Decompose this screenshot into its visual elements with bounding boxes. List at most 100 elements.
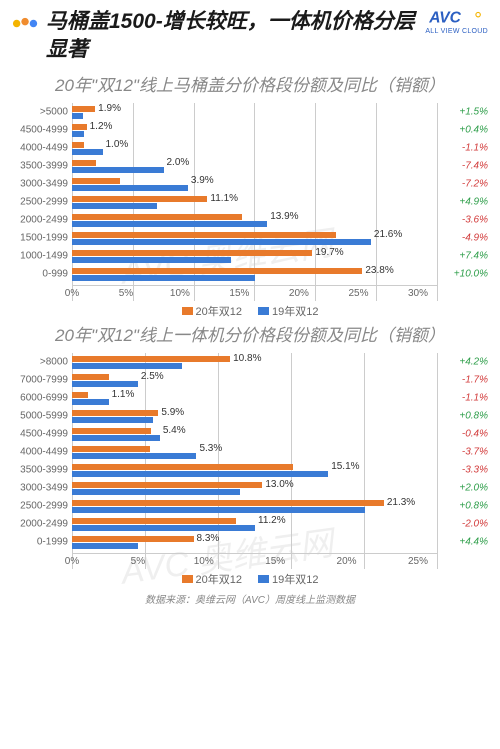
bar-2019 [72, 239, 371, 245]
bar-2020 [72, 142, 84, 148]
bar-2019 [72, 489, 240, 495]
bar-2020 [72, 536, 194, 542]
bar-2019 [72, 381, 138, 387]
bar-2020 [72, 250, 312, 256]
value-label: 19.7% [315, 247, 343, 258]
y-axis-label: 1500-1999 [12, 232, 68, 243]
price-band-row: 2500-299921.3%+0.8% [72, 497, 438, 515]
value-label: 2.0% [167, 157, 190, 168]
bar-2019 [72, 507, 365, 513]
x-tick: 10% [170, 288, 190, 299]
page-title: 马桶盖1500-增长较旺，一体机价格分层显著 [46, 8, 421, 65]
y-axis-label: 4000-4499 [12, 142, 68, 153]
price-band-row: 7000-79992.5%-1.7% [72, 371, 438, 389]
y-axis-label: 5000-5999 [12, 410, 68, 421]
price-band-row: 2500-299911.1%+4.9% [72, 193, 438, 211]
bar-2020 [72, 232, 336, 238]
y-axis-label: 3500-3999 [12, 464, 68, 475]
bar-2020 [72, 482, 262, 488]
bar-2020 [72, 196, 207, 202]
yoy-change: +7.4% [442, 250, 488, 261]
value-label: 1.9% [98, 103, 121, 114]
y-axis-label: 3500-3999 [12, 160, 68, 171]
chart-title: 20年"双12"线上一体机分价格段份额及同比（销额） [12, 325, 488, 347]
y-axis-label: 2000-2499 [12, 518, 68, 529]
bar-2019 [72, 363, 182, 369]
x-tick: 5% [131, 556, 145, 567]
yoy-change: -1.7% [442, 374, 488, 385]
yoy-change: -7.4% [442, 160, 488, 171]
bar-2020 [72, 410, 158, 416]
price-band-row: 4500-49995.4%-0.4% [72, 425, 438, 443]
bar-2019 [72, 221, 267, 227]
bar-2020 [72, 464, 293, 470]
price-band-row: 1500-199921.6%-4.9% [72, 229, 438, 247]
bar-2020 [72, 500, 384, 506]
y-axis-label: 7000-7999 [12, 374, 68, 385]
y-axis-label: 3000-3499 [12, 178, 68, 189]
yoy-change: +2.0% [442, 482, 488, 493]
y-axis-label: 1000-1499 [12, 250, 68, 261]
data-source: 数据来源：奥维云网（AVC）周度线上监测数据 [0, 591, 500, 606]
price-band-row: 4500-49991.2%+0.4% [72, 121, 438, 139]
x-tick: 10% [194, 556, 214, 567]
y-axis-label: 4000-4499 [12, 446, 68, 457]
yoy-change: +0.4% [442, 124, 488, 135]
bar-2020 [72, 374, 109, 380]
yoy-change: +4.4% [442, 536, 488, 547]
chart-area: >800010.8%+4.2%7000-79992.5%-1.7%6000-69… [12, 353, 488, 569]
value-label: 23.8% [365, 265, 393, 276]
bar-2019 [72, 399, 109, 405]
price-band-row: 2000-249913.9%-3.6% [72, 211, 438, 229]
value-label: 5.4% [163, 425, 186, 436]
price-band-row: 4000-44991.0%-1.1% [72, 139, 438, 157]
price-band-row: 5000-59995.9%+0.8% [72, 407, 438, 425]
y-axis-label: 0-999 [12, 268, 68, 279]
legend-item-2020: 20年双12 [182, 571, 242, 587]
yoy-change: -2.0% [442, 518, 488, 529]
y-axis-label: 4500-4999 [12, 124, 68, 135]
dots-icon [12, 16, 40, 36]
avc-subtitle: ALL VIEW CLOUD [425, 28, 488, 35]
yoy-change: -1.1% [442, 392, 488, 403]
bar-2020 [72, 160, 96, 166]
price-band-row: 0-19998.3%+4.4% [72, 533, 438, 551]
price-band-row: 2000-249911.2%-2.0% [72, 515, 438, 533]
bar-2019 [72, 185, 188, 191]
price-band-row: 3000-34993.9%-7.2% [72, 175, 438, 193]
bar-2020 [72, 518, 236, 524]
y-axis-label: 2500-2999 [12, 196, 68, 207]
y-axis-label: >8000 [12, 356, 68, 367]
bar-2019 [72, 257, 231, 263]
y-axis-label: 2500-2999 [12, 500, 68, 511]
value-label: 15.1% [331, 461, 359, 472]
bar-2020 [72, 268, 362, 274]
x-axis: 0%5%10%15%20%25% [72, 553, 438, 569]
yoy-change: +0.8% [442, 410, 488, 421]
x-tick: 0% [65, 556, 79, 567]
bar-2020 [72, 178, 120, 184]
value-label: 21.6% [374, 229, 402, 240]
bar-2020 [72, 392, 88, 398]
y-axis-label: 6000-6999 [12, 392, 68, 403]
value-label: 21.3% [387, 497, 415, 508]
bar-2019 [72, 149, 103, 155]
legend-item-2019: 19年双12 [258, 571, 318, 587]
y-axis-label: 4500-4999 [12, 428, 68, 439]
price-band-row: 3000-349913.0%+2.0% [72, 479, 438, 497]
bar-2019 [72, 167, 164, 173]
price-band-row: >800010.8%+4.2% [72, 353, 438, 371]
y-axis-label: >5000 [12, 106, 68, 117]
y-axis-label: 2000-2499 [12, 214, 68, 225]
bar-2019 [72, 543, 138, 549]
price-band-row: 6000-69991.1%-1.1% [72, 389, 438, 407]
value-label: 11.1% [210, 193, 238, 204]
x-tick: 30% [408, 288, 428, 299]
x-axis: 0%5%10%15%20%25%30% [72, 285, 438, 301]
value-label: 3.9% [191, 175, 214, 186]
bar-2019 [72, 471, 328, 477]
chart-integrated: 20年"双12"线上一体机分价格段份额及同比（销额） >800010.8%+4.2… [0, 325, 500, 587]
bar-2019 [72, 417, 153, 423]
header: 马桶盖1500-增长较旺，一体机价格分层显著 AVC ALL VIEW CLOU… [0, 0, 500, 69]
value-label: 1.2% [90, 121, 113, 132]
